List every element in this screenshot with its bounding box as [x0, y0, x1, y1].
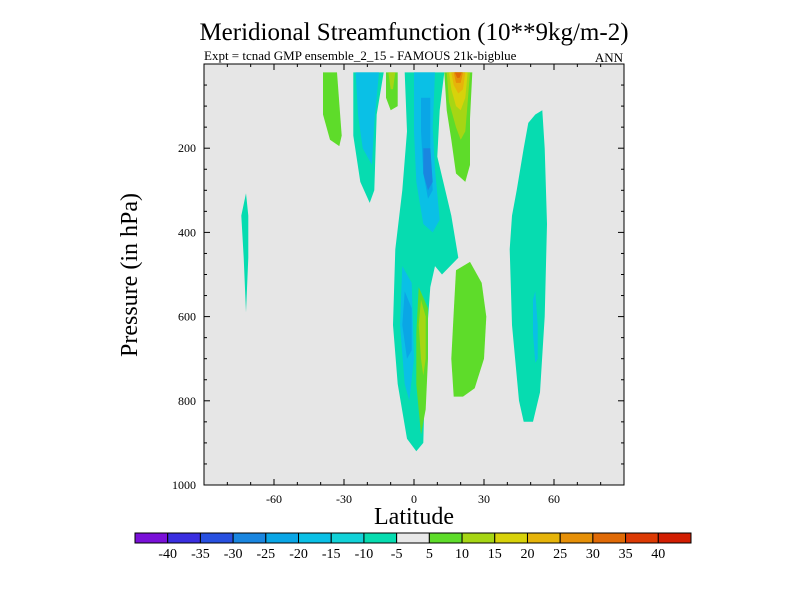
colorbar-swatch — [265, 532, 300, 544]
colorbar-label: 25 — [553, 547, 567, 562]
contour-region-11 — [402, 291, 412, 359]
colorbar-swatch — [494, 532, 528, 544]
contour-region-19 — [454, 72, 462, 78]
colorbar-swatch — [657, 532, 692, 544]
y-tick-label: 800 — [178, 394, 196, 408]
y-tick-label: 1000 — [172, 478, 196, 492]
colorbar-swatch — [167, 532, 201, 544]
colorbar-swatch — [199, 532, 234, 544]
y-tick-label: 200 — [178, 141, 196, 155]
colorbar-swatch — [330, 532, 365, 544]
x-tick-label: -30 — [336, 492, 352, 506]
x-tick-label: 0 — [411, 492, 417, 506]
y-axis-title: Pressure (in hPa) — [117, 193, 143, 357]
contour-region-5 — [388, 72, 396, 90]
contour-region-9 — [423, 148, 433, 191]
y-tick-label: 400 — [178, 225, 196, 239]
chart-title: Meridional Streamfunction (10**9kg/m-2) — [199, 19, 628, 46]
colorbar-label: 35 — [619, 547, 633, 562]
colorbar-label: 5 — [426, 547, 433, 562]
contour-region-13 — [418, 299, 426, 376]
colorbar-label: -35 — [191, 547, 210, 562]
colorbar-label: -15 — [322, 547, 341, 562]
x-tick-label: 60 — [548, 492, 560, 506]
colorbar: -40 -35 -30 -25 -20 -15 -10 -5 5 10 15 20 25 30 35 40 — [134, 532, 692, 562]
contour-region-1 — [323, 72, 342, 147]
colorbar-swatch — [396, 532, 430, 544]
contour-region-20 — [451, 261, 487, 397]
colorbar-label: 20 — [520, 547, 534, 562]
colorbar-label: -10 — [355, 547, 374, 562]
contour-regions — [241, 72, 547, 452]
x-axis-title: Latitude — [374, 504, 454, 530]
colorbar-swatch — [134, 532, 169, 544]
axis-ticks: -60 -30 0 30 60 200 400 600 800 1000 — [172, 64, 624, 506]
colorbar-swatch — [559, 532, 594, 544]
colorbar-swatch — [232, 532, 267, 544]
x-tick-label: 30 — [478, 492, 490, 506]
colorbar-label: 15 — [488, 547, 502, 562]
colorbar-swatch — [461, 532, 496, 544]
colorbar-label: -40 — [158, 547, 177, 562]
chart-subtitle-experiment: Expt = tcnad GMP ensemble_2_15 - FAMOUS … — [204, 48, 517, 63]
y-tick-label: 600 — [178, 310, 196, 324]
contour-region-4 — [386, 72, 398, 111]
colorbar-label: -25 — [256, 547, 275, 562]
x-tick-label: -60 — [266, 492, 282, 506]
colorbar-swatch — [428, 532, 463, 544]
contour-region-3 — [355, 72, 379, 165]
colorbar-label: 30 — [586, 547, 600, 562]
colorbar-label: 10 — [455, 547, 469, 562]
colorbar-swatch — [592, 532, 627, 544]
contour-region-22 — [533, 291, 538, 363]
colorbar-swatch — [363, 532, 398, 544]
colorbar-label: 40 — [651, 547, 665, 562]
colorbar-label: -5 — [391, 547, 403, 562]
colorbar-swatch — [526, 532, 561, 544]
colorbar-swatch — [625, 532, 659, 544]
colorbar-swatch — [298, 532, 332, 544]
colorbar-label: -20 — [289, 547, 308, 562]
chart-subtitle-season: ANN — [595, 50, 624, 65]
contour-region-0 — [241, 193, 249, 313]
colorbar-label: -30 — [224, 547, 243, 562]
